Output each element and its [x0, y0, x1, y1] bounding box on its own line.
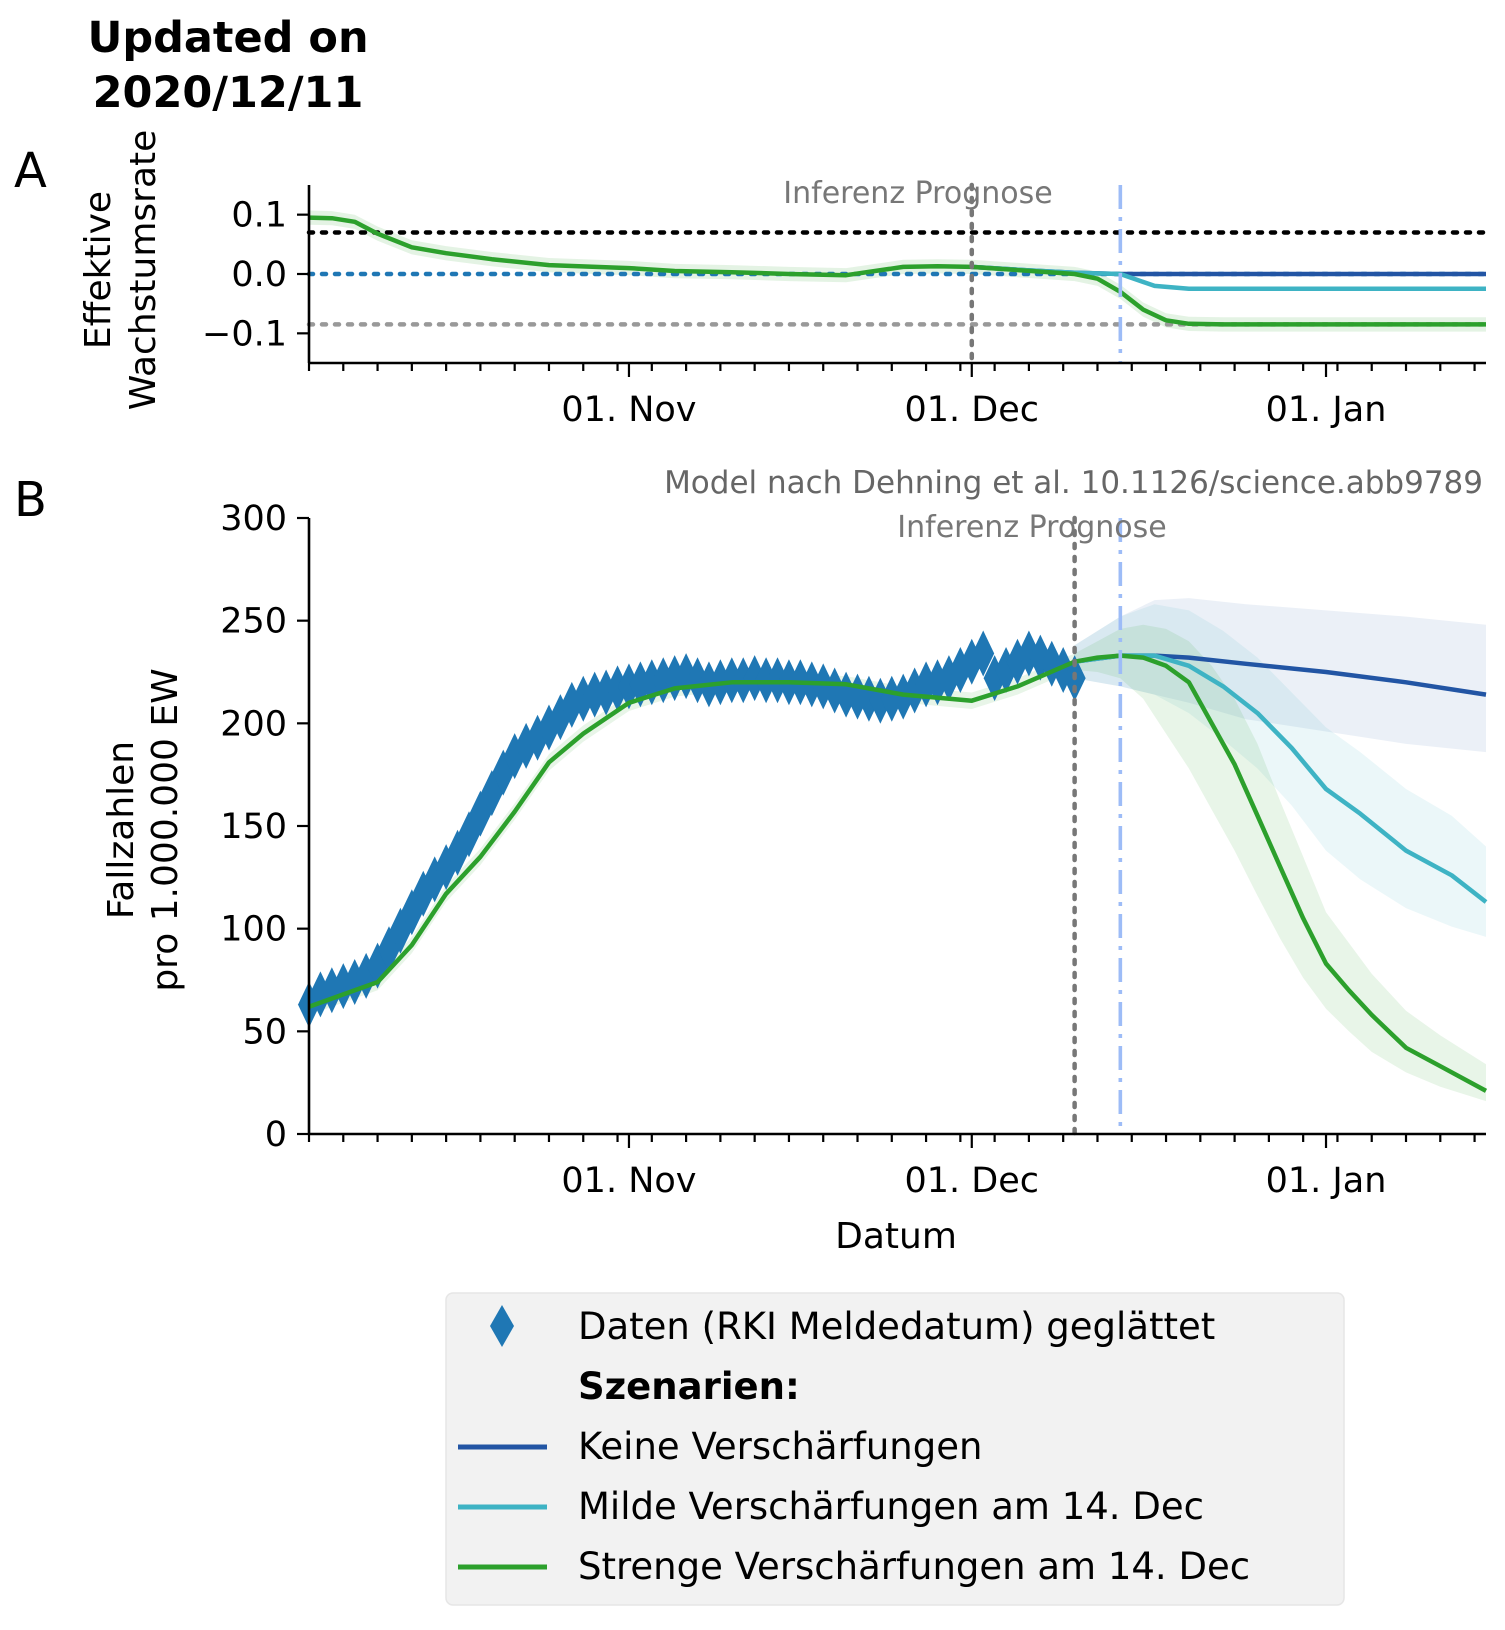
panel-b-line-strenge [308, 653, 1488, 1093]
panel-a-x-tick-label: 01. Nov [561, 390, 696, 430]
panel-a-letter: A [14, 143, 47, 199]
legend: Daten (RKI Meldedatum) geglättet Szenari… [445, 1292, 1345, 1606]
panel-a-y-tick-label: 0.0 [231, 255, 287, 295]
panel-b-citation: Model nach Dehning et al. 10.1126/scienc… [664, 465, 1483, 501]
panel-a-x-tick-label: 01. Jan [1266, 390, 1387, 430]
panel-a-ylabel-line1: Effektive [78, 191, 119, 349]
updated-title-line2: 2020/12/11 [93, 68, 364, 118]
panel-b-band-milde [1074, 604, 1486, 937]
panel-b-band-keine [1074, 598, 1486, 753]
panel-b-region-label: Inferenz Prognose [897, 510, 1166, 545]
panel-a-band-strenge [309, 210, 1486, 332]
panel-b-y-tick-label: 200 [220, 704, 287, 744]
panel-b-y-tick-label: 250 [220, 602, 287, 642]
panel-b-ylabel-line2: pro 1.000.000 EW [145, 668, 186, 991]
legend-box [445, 1292, 1345, 1606]
panel-a-y-tick-label: −0.1 [202, 314, 287, 354]
panel-b-ylabel-line1: Fallzahlen [101, 741, 142, 919]
panel-b-y-tick-label: 0 [265, 1115, 287, 1155]
panel-b-x-tick-label: 01. Dec [905, 1161, 1040, 1201]
panel-b-y-tick-label: 300 [220, 499, 287, 539]
updated-title-line1: Updated on [87, 13, 368, 63]
panel-b-x-tick-label: 01. Nov [561, 1161, 696, 1201]
panel-a-chart: A Effektive Wachstumsrate 01. Nov 01. Dec… [14, 130, 1489, 430]
panel-a-y-tick-label: 0.1 [231, 196, 287, 236]
panel-b-y-tick-label: 50 [242, 1012, 287, 1052]
panel-b-band-strenge [309, 624, 1486, 1102]
legend-marker-data [490, 1305, 514, 1347]
panel-a-x-tick-label: 01. Dec [905, 390, 1040, 430]
panel-b-x-tick-label: 01. Jan [1266, 1161, 1387, 1201]
panel-b-y-tick-label: 100 [220, 910, 287, 950]
legend-label-data: Daten (RKI Meldedatum) geglättet [578, 1305, 1215, 1348]
panel-b-letter: B [14, 472, 47, 528]
legend-scenarios-title: Szenarien: [578, 1365, 800, 1408]
panel-a-region-label: Inferenz Prognose [783, 176, 1052, 211]
panel-a-line-strenge [308, 215, 1486, 327]
panel-b-line-milde [1074, 653, 1488, 904]
panel-b-xlabel: Datum [835, 1216, 957, 1257]
legend-label-keine: Keine Verschärfungen [578, 1425, 982, 1468]
panel-b-data-point [972, 630, 995, 677]
panel-b-data-point [1006, 638, 1029, 685]
panel-a-ylabel-line2: Wachstumsrate [123, 130, 164, 411]
legend-label-milde: Milde Verschärfungen am 14. Dec [578, 1485, 1204, 1528]
panel-b-y-tick-label: 150 [220, 807, 287, 847]
panel-b-chart: B Model nach Dehning et al. 10.1126/scie… [14, 465, 1488, 1257]
legend-label-strenge: Strenge Verschärfungen am 14. Dec [578, 1545, 1250, 1588]
